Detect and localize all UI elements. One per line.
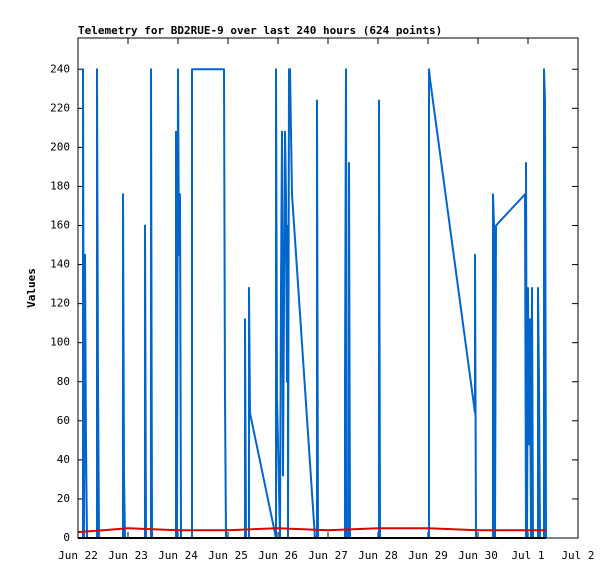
y-tick-label: 140 <box>50 258 70 271</box>
y-tick-label: 180 <box>50 179 70 192</box>
x-tick-label: Jun 28 <box>358 549 398 562</box>
plot-frame <box>77 37 579 539</box>
series-line <box>82 68 547 539</box>
y-tick-label: 200 <box>50 140 70 153</box>
chart-title: Telemetry for BD2RUE-9 over last 240 hou… <box>78 24 442 37</box>
y-tick-label: 80 <box>57 375 70 388</box>
y-tick-label: 60 <box>57 414 70 427</box>
x-tick-label: Jun 26 <box>258 549 298 562</box>
series-line <box>77 527 546 534</box>
x-tick-label: Jun 25 <box>208 549 248 562</box>
x-tick-label: Jul 1 <box>511 549 544 562</box>
x-tick-label: Jul 2 <box>561 549 594 562</box>
x-tick-label: Jun 24 <box>158 549 198 562</box>
x-tick-label: Jun 29 <box>408 549 448 562</box>
y-axis-label: Values <box>25 268 38 308</box>
y-tick-label: 160 <box>50 219 70 232</box>
x-tick-label: Jun 22 <box>58 549 98 562</box>
x-tick-label: Jun 27 <box>308 549 348 562</box>
y-tick-label: 0 <box>63 531 70 544</box>
y-tick-label: 240 <box>50 62 70 75</box>
y-tick-label: 20 <box>57 492 70 505</box>
y-tick-label: 100 <box>50 336 70 349</box>
x-tick-label: Jun 30 <box>458 549 498 562</box>
x-tick-label: Jun 23 <box>108 549 148 562</box>
y-tick-label: 40 <box>57 453 70 466</box>
y-tick-label: 120 <box>50 297 70 310</box>
y-tick-label: 220 <box>50 101 70 114</box>
